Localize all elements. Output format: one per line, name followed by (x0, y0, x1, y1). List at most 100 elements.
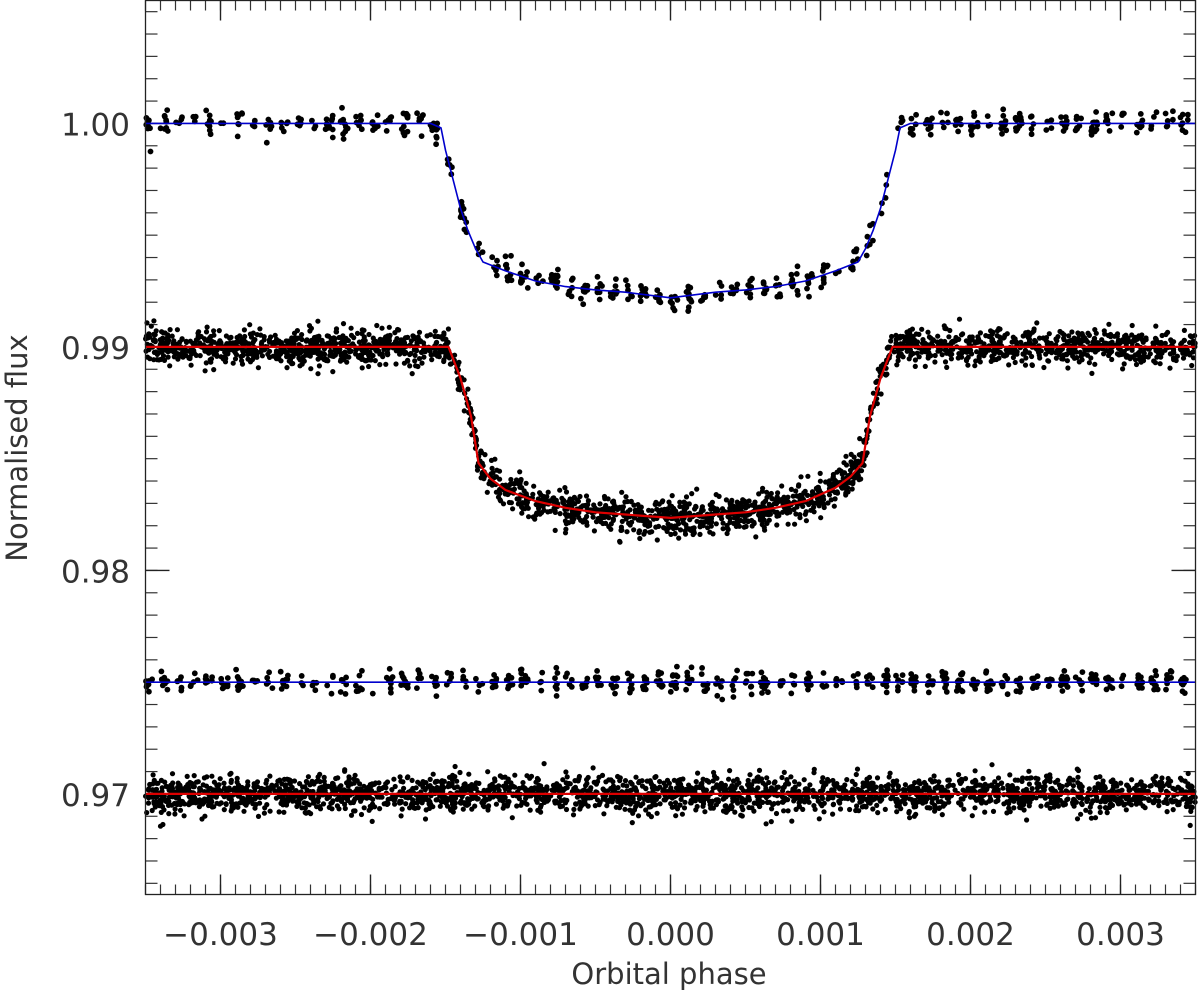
data-point (479, 249, 486, 256)
data-point (316, 363, 322, 369)
data-point (972, 363, 978, 369)
data-point (227, 335, 233, 341)
data-point (929, 796, 935, 802)
data-point (570, 519, 576, 525)
data-point (675, 518, 681, 524)
data-point (1038, 803, 1044, 809)
data-point (445, 326, 451, 332)
major-ticks (145, 0, 1196, 895)
data-point (926, 334, 933, 340)
data-point (383, 361, 389, 367)
data-point (164, 686, 171, 693)
data-point (1053, 355, 1059, 361)
data-point (1002, 118, 1009, 124)
data-point (1153, 672, 1160, 679)
data-point (228, 779, 234, 786)
data-point (850, 481, 856, 487)
data-point (912, 357, 919, 363)
data-point (888, 338, 894, 344)
data-point (473, 675, 479, 682)
data-point (749, 670, 756, 677)
data-point (927, 124, 934, 131)
data-point (224, 683, 231, 690)
data-point (1082, 335, 1088, 341)
data-point (712, 292, 719, 298)
data-point (849, 264, 856, 271)
data-point (1185, 770, 1191, 777)
data-point (683, 686, 689, 693)
data-point (289, 335, 295, 341)
data-point (384, 350, 391, 356)
data-point (399, 340, 405, 346)
data-point (743, 289, 750, 296)
data-point (374, 322, 380, 329)
data-point (1133, 129, 1140, 136)
data-point (678, 796, 684, 803)
data-point (867, 222, 873, 229)
data-point (1064, 352, 1070, 358)
data-point (190, 349, 196, 355)
data-point (315, 318, 321, 324)
data-point (906, 337, 912, 343)
data-point (208, 359, 214, 365)
data-point (1006, 362, 1012, 368)
data-point (642, 528, 648, 535)
data-point (247, 322, 253, 328)
data-point (408, 350, 414, 357)
data-point (227, 347, 233, 353)
data-point (774, 293, 781, 300)
data-point (659, 682, 666, 689)
data-point (642, 286, 649, 292)
data-point (1163, 676, 1170, 683)
data-point (720, 526, 726, 532)
data-point (205, 338, 211, 344)
data-point (1162, 110, 1169, 117)
data-point (977, 330, 984, 336)
data-point (298, 673, 305, 679)
data-point (387, 114, 394, 121)
data-point (535, 496, 541, 502)
data-point (1041, 364, 1047, 371)
data-point (789, 672, 795, 679)
data-point (1106, 127, 1113, 134)
data-point (191, 670, 198, 677)
data-point (926, 117, 933, 124)
data-point (562, 485, 568, 491)
data-point (1064, 676, 1071, 682)
data-point (836, 467, 843, 473)
data-point (204, 774, 210, 780)
data-point (726, 776, 732, 782)
data-point (214, 782, 220, 788)
data-point (1030, 329, 1036, 335)
data-point (698, 671, 705, 677)
data-point (598, 682, 604, 688)
data-point (674, 297, 681, 303)
data-point (363, 358, 369, 364)
data-point (942, 671, 948, 678)
data-point (392, 795, 398, 801)
data-point (284, 365, 290, 371)
data-point (309, 337, 315, 343)
data-point (266, 669, 272, 676)
data-point (489, 254, 496, 261)
data-point (574, 794, 581, 800)
data-point (919, 326, 925, 332)
data-point (358, 117, 364, 124)
data-point (1024, 817, 1030, 823)
data-point (164, 107, 171, 113)
data-point (178, 674, 184, 680)
data-point (401, 360, 407, 366)
data-point (813, 485, 820, 491)
data-point (241, 327, 247, 333)
data-point (898, 341, 904, 347)
data-point (340, 136, 347, 142)
data-point (780, 788, 786, 794)
data-point (699, 297, 706, 304)
data-point (1136, 333, 1142, 339)
data-point (1093, 330, 1099, 336)
data-point (683, 289, 690, 295)
data-point (722, 782, 729, 789)
data-point (461, 408, 467, 414)
data-point (805, 686, 811, 693)
data-point (383, 340, 389, 346)
